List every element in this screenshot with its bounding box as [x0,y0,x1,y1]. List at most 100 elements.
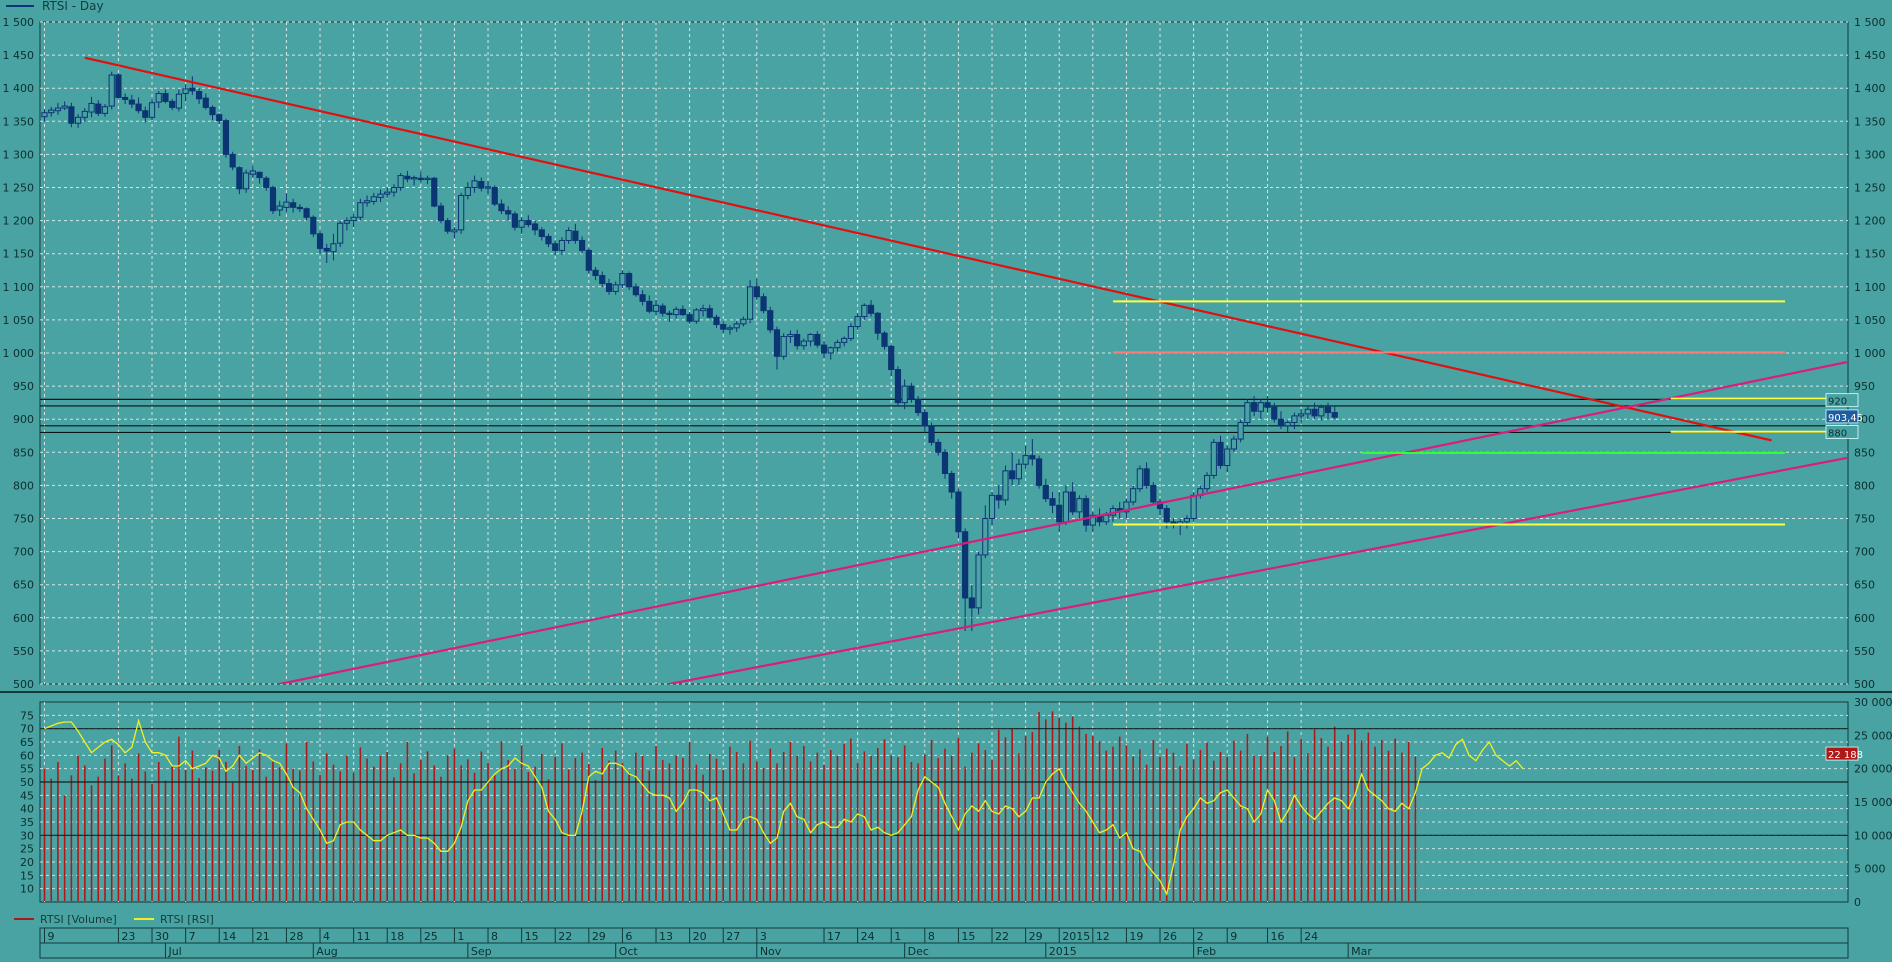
price-tick-label: 1 350 [3,115,35,128]
candle-down [928,425,935,443]
rsi-tick-label: 40 [20,803,34,816]
candle-up [1284,422,1291,427]
candle-up [854,316,861,328]
candle-up [41,112,48,118]
candle-up [451,229,458,233]
volume-legend-label: RTSI [Volume] [40,913,117,926]
rsi-legend-label: RTSI [RSI] [160,913,214,926]
candle-up [901,385,908,404]
day-label: 23 [121,930,135,943]
candle-down [908,385,915,400]
month-label: Aug [316,945,337,958]
candle-down [888,345,895,371]
candle-down [1029,455,1036,460]
rsi-tick-label: 45 [20,789,34,802]
price-tick-label: 1 150 [3,248,35,261]
candle-down [666,312,673,316]
candle-up [699,308,707,312]
month-label: Feb [1197,945,1216,958]
price-tick-label: 700 [13,546,34,559]
volume-tick-label: 30 000 [1854,696,1892,709]
month-labels: Jul Aug Sep Oct Nov Dec 2015 Feb Mar [164,943,1372,958]
price-tick-label-right: 900 [1854,413,1875,426]
price-tick-label-right: 1 000 [1854,347,1886,360]
candle-down [491,187,498,205]
volume-series [43,711,1417,901]
candle-up [1230,438,1238,450]
candle-down [1251,402,1258,412]
candle-down [1264,402,1271,408]
day-label: 9 [1230,930,1237,943]
candle-down [1150,484,1157,503]
candle-up [733,323,740,329]
time-axis[interactable]: 9 23 30 7 14 21 28 4 11 18 25 1 8 15 22 29 6 13 20 27 3 17 24 1… [39,927,1849,959]
candle-down [128,99,135,105]
price-tick-label-right: 1 400 [1854,82,1886,95]
candle-up [558,239,566,251]
candle-up [982,518,989,556]
price-tick-label-right: 1 450 [1854,49,1886,62]
day-label: 22 [995,930,1009,943]
candle-up [1076,498,1083,513]
candle-up [1015,463,1022,480]
candle-down [202,97,209,108]
candle-up [464,187,471,196]
candle-down [1277,418,1285,427]
volume-tick-label: 0 [1854,896,1861,909]
candle-down [639,294,646,302]
candle-down [935,441,942,453]
chart-header: RTSI - Day [6,0,104,13]
candle-up [1190,494,1197,519]
candle-up [827,347,834,354]
candle-down [310,216,317,235]
candle-down [881,332,888,347]
candle-down [1035,458,1043,486]
candle-down [538,229,545,237]
price-tick-label-right: 1 200 [1854,215,1886,228]
price-tick-label: 1 050 [3,314,35,327]
month-label: Nov [760,945,782,958]
candle-up [101,106,109,114]
price-tick-label-right: 1 150 [1854,248,1886,261]
price-tick-label-right: 650 [1854,579,1875,592]
candle-up [343,220,350,224]
day-label: 2 [1197,930,1204,943]
candle-up [1203,474,1211,490]
candle-up [800,340,807,347]
price-panel[interactable]: 500 550 600 650 700 750 800 850 900 950 1 000 1 050… [3,16,1886,691]
candle-up [249,170,256,175]
price-tick-label-right: 800 [1854,479,1875,492]
candle-down [303,208,310,218]
candle-up [975,554,982,609]
candle-down [169,100,176,108]
candle-up [357,202,364,218]
day-label: 8 [928,930,935,943]
candle-down [874,312,881,334]
candle-down [941,451,949,474]
day-labels: 9 23 30 7 14 21 28 4 11 18 25 1 8 15 22 29 6 13 20 27 3 17 24 1… [44,928,1318,943]
candle-down [706,308,713,318]
price-tick-label: 1 100 [3,281,35,294]
price-tick-label-right: 850 [1854,446,1875,459]
candle-up [740,318,747,325]
candle-up [1224,448,1231,467]
day-label: 9 [48,930,55,943]
price-tag-label: 880 [1828,428,1847,439]
candle-up [54,107,62,112]
candle-up [1123,501,1130,513]
candle-up [652,304,660,312]
candle-up [1136,468,1143,490]
candle-down [753,286,760,298]
candle-down [773,329,781,357]
candle-up [243,172,250,190]
candle-up [693,309,700,322]
candle-down [962,531,969,599]
candle-up [390,187,398,193]
price-tick-label-right: 600 [1854,612,1875,625]
candle-up [1002,470,1009,501]
candle-down [1049,498,1056,506]
candle-up [834,341,841,349]
price-tick-label: 650 [13,579,34,592]
